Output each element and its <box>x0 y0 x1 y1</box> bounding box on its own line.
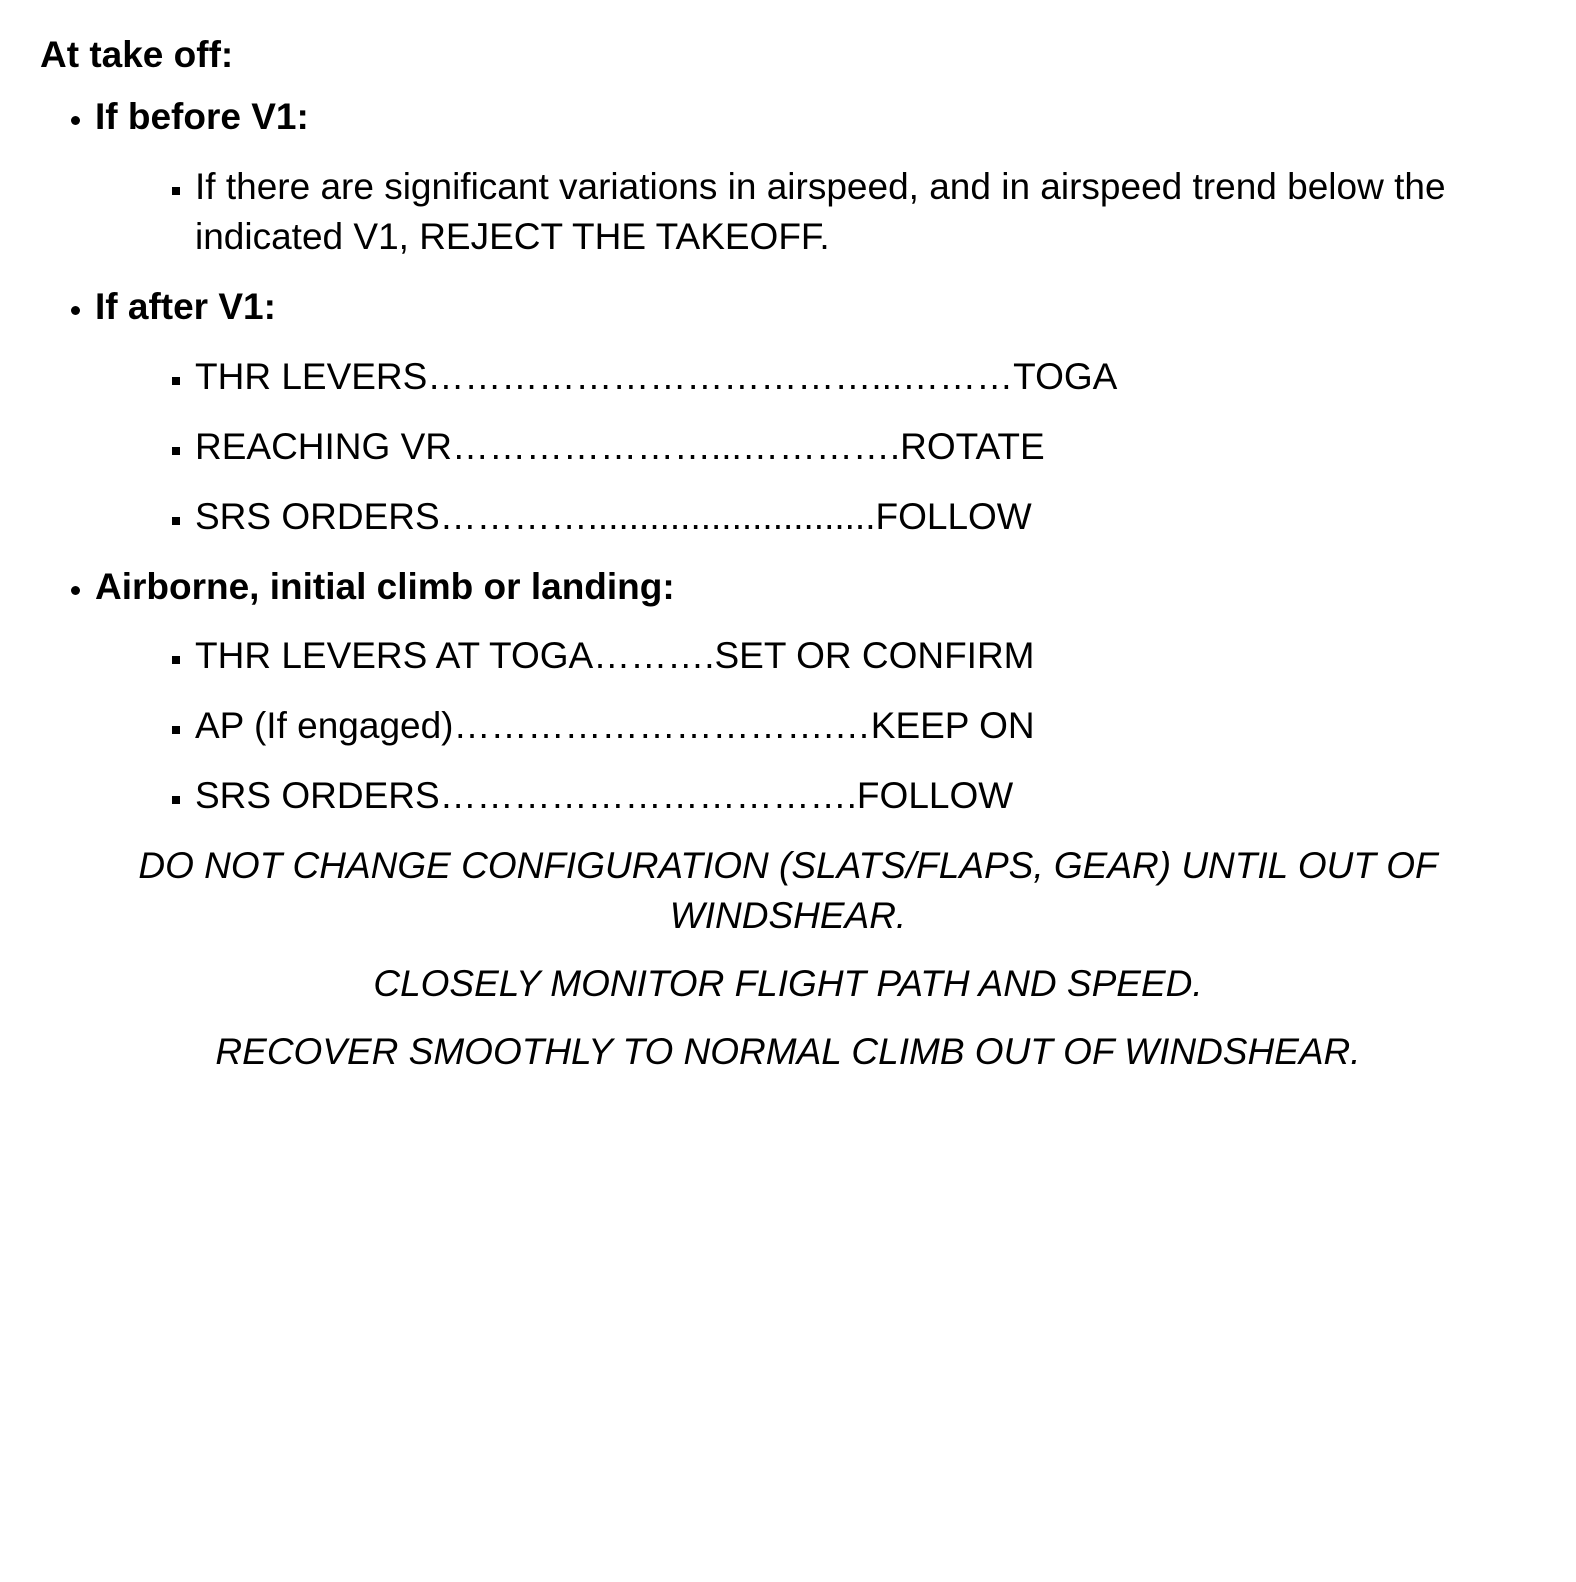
checklist-item: SRS ORDERS…………..........................… <box>195 492 1536 542</box>
notes-section: DO NOT CHANGE CONFIGURATION (SLATS/FLAPS… <box>40 841 1536 1077</box>
level2-list: THR LEVERS………………………………...………TOGA REACHIN… <box>95 352 1536 542</box>
section-label: If before V1: <box>95 96 309 137</box>
checklist-item: If there are significant variations in a… <box>195 162 1536 262</box>
note-line: DO NOT CHANGE CONFIGURATION (SLATS/FLAPS… <box>100 841 1476 941</box>
document-title: At take off: <box>40 30 1536 80</box>
section-label: Airborne, initial climb or landing: <box>95 566 675 607</box>
level2-list: If there are significant variations in a… <box>95 162 1536 262</box>
level2-list: THR LEVERS AT TOGA……….SET OR CONFIRM AP … <box>95 631 1536 821</box>
checklist-item: SRS ORDERS…………………………….FOLLOW <box>195 771 1536 821</box>
note-line: CLOSELY MONITOR FLIGHT PATH AND SPEED. <box>100 959 1476 1009</box>
section-before-v1: If before V1: If there are significant v… <box>95 92 1536 262</box>
checklist-item: THR LEVERS AT TOGA……….SET OR CONFIRM <box>195 631 1536 681</box>
section-label: If after V1: <box>95 286 276 327</box>
section-after-v1: If after V1: THR LEVERS………………………………...……… <box>95 282 1536 542</box>
section-airborne: Airborne, initial climb or landing: THR … <box>95 562 1536 822</box>
level1-list: If before V1: If there are significant v… <box>40 92 1536 821</box>
checklist-item: THR LEVERS………………………………...………TOGA <box>195 352 1536 402</box>
checklist-item: REACHING VR…………………...………….ROTATE <box>195 422 1536 472</box>
note-line: RECOVER SMOOTHLY TO NORMAL CLIMB OUT OF … <box>100 1027 1476 1077</box>
checklist-item: AP (If engaged)………………………….…KEEP ON <box>195 701 1536 751</box>
